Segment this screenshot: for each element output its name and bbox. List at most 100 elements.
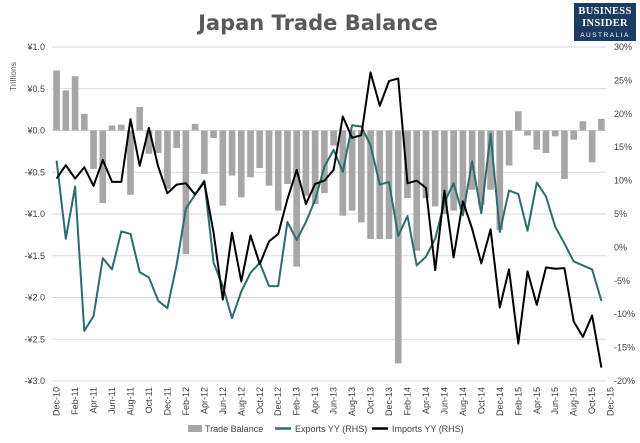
x-tick-label: Dec-13 <box>384 387 394 416</box>
trade-balance-bar <box>284 130 291 184</box>
trade-balance-bar <box>570 130 578 140</box>
trade-balance-bar <box>108 125 116 131</box>
right-tick-label: 20% <box>614 109 632 119</box>
x-tick-label: Feb-12 <box>181 387 191 416</box>
trade-balance-bar <box>348 130 356 211</box>
left-tick-label: -¥0.5 <box>24 167 45 177</box>
x-tick-label: Oct-15 <box>587 387 597 414</box>
trade-balance-bar <box>71 76 79 131</box>
x-tick-label: Feb-11 <box>70 387 80 415</box>
trade-balance-bar <box>394 130 402 364</box>
trade-balance-bar <box>145 130 153 154</box>
left-tick-label: ¥0.0 <box>26 126 45 136</box>
x-tick-label: Apr-15 <box>532 387 542 414</box>
trade-balance-bars <box>53 70 605 364</box>
legend-trade-balance-label: Trade Balance <box>205 424 263 434</box>
logo-line-australia: AUSTRALIA <box>580 32 630 39</box>
left-tick-label: -¥3.0 <box>24 376 45 386</box>
x-tick-label: Feb-13 <box>292 387 302 416</box>
x-tick-label: Jun-13 <box>329 387 339 415</box>
trade-balance-bar <box>598 118 605 131</box>
right-tick-label: 30% <box>614 42 632 52</box>
left-tick-label: -¥2.0 <box>24 293 45 303</box>
trade-balance-bar <box>117 124 125 131</box>
trade-balance-bar <box>533 130 541 150</box>
trade-balance-bar <box>478 130 485 205</box>
trade-balance-bar <box>53 70 60 131</box>
right-tick-label: -15% <box>614 343 635 353</box>
trade-balance-bar <box>413 130 421 251</box>
x-tick-label: Jun-14 <box>439 387 449 415</box>
trade-balance-bar <box>311 130 319 204</box>
right-tick-label: -5% <box>614 276 630 286</box>
legend-imports-label: Imports YY (RHS) <box>392 424 464 434</box>
x-tick-label: Dec-15 <box>606 387 616 416</box>
x-tick-label: Oct-14 <box>476 387 486 414</box>
trade-balance-bar <box>90 130 97 169</box>
logo-line-business: BUSINESS <box>578 6 632 17</box>
legend: Trade Balance Exports YY (RHS) Imports YY … <box>188 424 464 434</box>
left-tick-label: -¥1.5 <box>24 251 45 261</box>
x-tick-label: Aug-13 <box>347 387 357 416</box>
trade-balance-bar <box>182 130 190 255</box>
trade-balance-bar <box>431 130 439 207</box>
trade-balance-bar <box>339 130 347 216</box>
left-tick-label: -¥2.5 <box>24 334 45 344</box>
trade-balance-bar <box>579 121 587 131</box>
trade-balance-bar <box>357 130 365 223</box>
right-tick-label: 0% <box>614 242 627 252</box>
chart-title: Japan Trade Balance <box>196 11 438 35</box>
x-tick-label: Oct-11 <box>144 387 154 413</box>
trade-balance-bar <box>542 130 550 154</box>
trade-balance-bar <box>136 107 144 131</box>
trade-balance-bar <box>127 130 134 195</box>
exports-yy-line <box>55 124 603 332</box>
x-tick-label: Aug-14 <box>458 387 468 416</box>
right-tick-label: 15% <box>614 142 632 152</box>
x-tick-label: Jun-15 <box>550 387 560 415</box>
x-tick-label: Dec-10 <box>52 387 62 416</box>
x-tick-label: Apr-13 <box>310 387 320 414</box>
trade-balance-bar <box>450 130 457 211</box>
logo-line-insider: INSIDER <box>582 18 628 29</box>
trade-balance-bar <box>321 130 328 194</box>
trade-balance-bar <box>514 111 522 131</box>
x-tick-label: Jun-11 <box>107 387 117 414</box>
trade-balance-bar <box>330 130 337 146</box>
trade-balance-bar <box>551 130 559 137</box>
trade-balance-bar <box>293 130 301 267</box>
x-tick-label: Dec-12 <box>273 387 283 416</box>
trade-balance-bar <box>404 130 411 199</box>
left-axis-ticks: ¥1.0 ¥0.5 ¥0.0 -¥0.5 -¥1.0 -¥1.5 -¥2.0 -¥2.5 -¥3… <box>24 42 45 386</box>
right-tick-label: 25% <box>614 75 632 85</box>
trade-balance-bar <box>219 130 227 206</box>
trade-balance-bar <box>62 90 70 131</box>
trade-balance-bar <box>228 130 236 176</box>
x-tick-label: Aug-15 <box>569 387 579 416</box>
trade-balance-bar <box>80 113 88 131</box>
trade-balance-bar <box>496 130 504 230</box>
trade-balance-bar <box>237 130 245 198</box>
trade-balance-bar <box>561 130 568 179</box>
trade-balance-bar <box>173 130 180 149</box>
x-tick-label: Feb-14 <box>402 387 412 416</box>
trade-balance-bar <box>210 130 217 139</box>
legend-exports-label: Exports YY (RHS) <box>295 424 367 434</box>
left-tick-label: -¥1.0 <box>24 209 45 219</box>
right-tick-label: -10% <box>614 309 635 319</box>
x-tick-label: Aug-12 <box>236 387 246 416</box>
x-tick-label: Dec-11 <box>162 387 172 415</box>
x-tick-label: Feb-15 <box>513 387 523 416</box>
trade-balance-bar <box>154 130 162 154</box>
left-tick-label: ¥1.0 <box>26 42 45 52</box>
right-tick-label: 5% <box>614 209 627 219</box>
trade-balance-bar <box>459 130 467 210</box>
legend-trade-balance-swatch <box>188 425 202 432</box>
trade-balance-bar <box>487 130 494 190</box>
trade-balance-bar <box>588 130 596 163</box>
trade-balance-bar <box>99 130 107 204</box>
trade-balance-bar <box>524 130 531 136</box>
series-lines <box>55 71 603 368</box>
x-tick-label: Dec-14 <box>495 387 505 416</box>
